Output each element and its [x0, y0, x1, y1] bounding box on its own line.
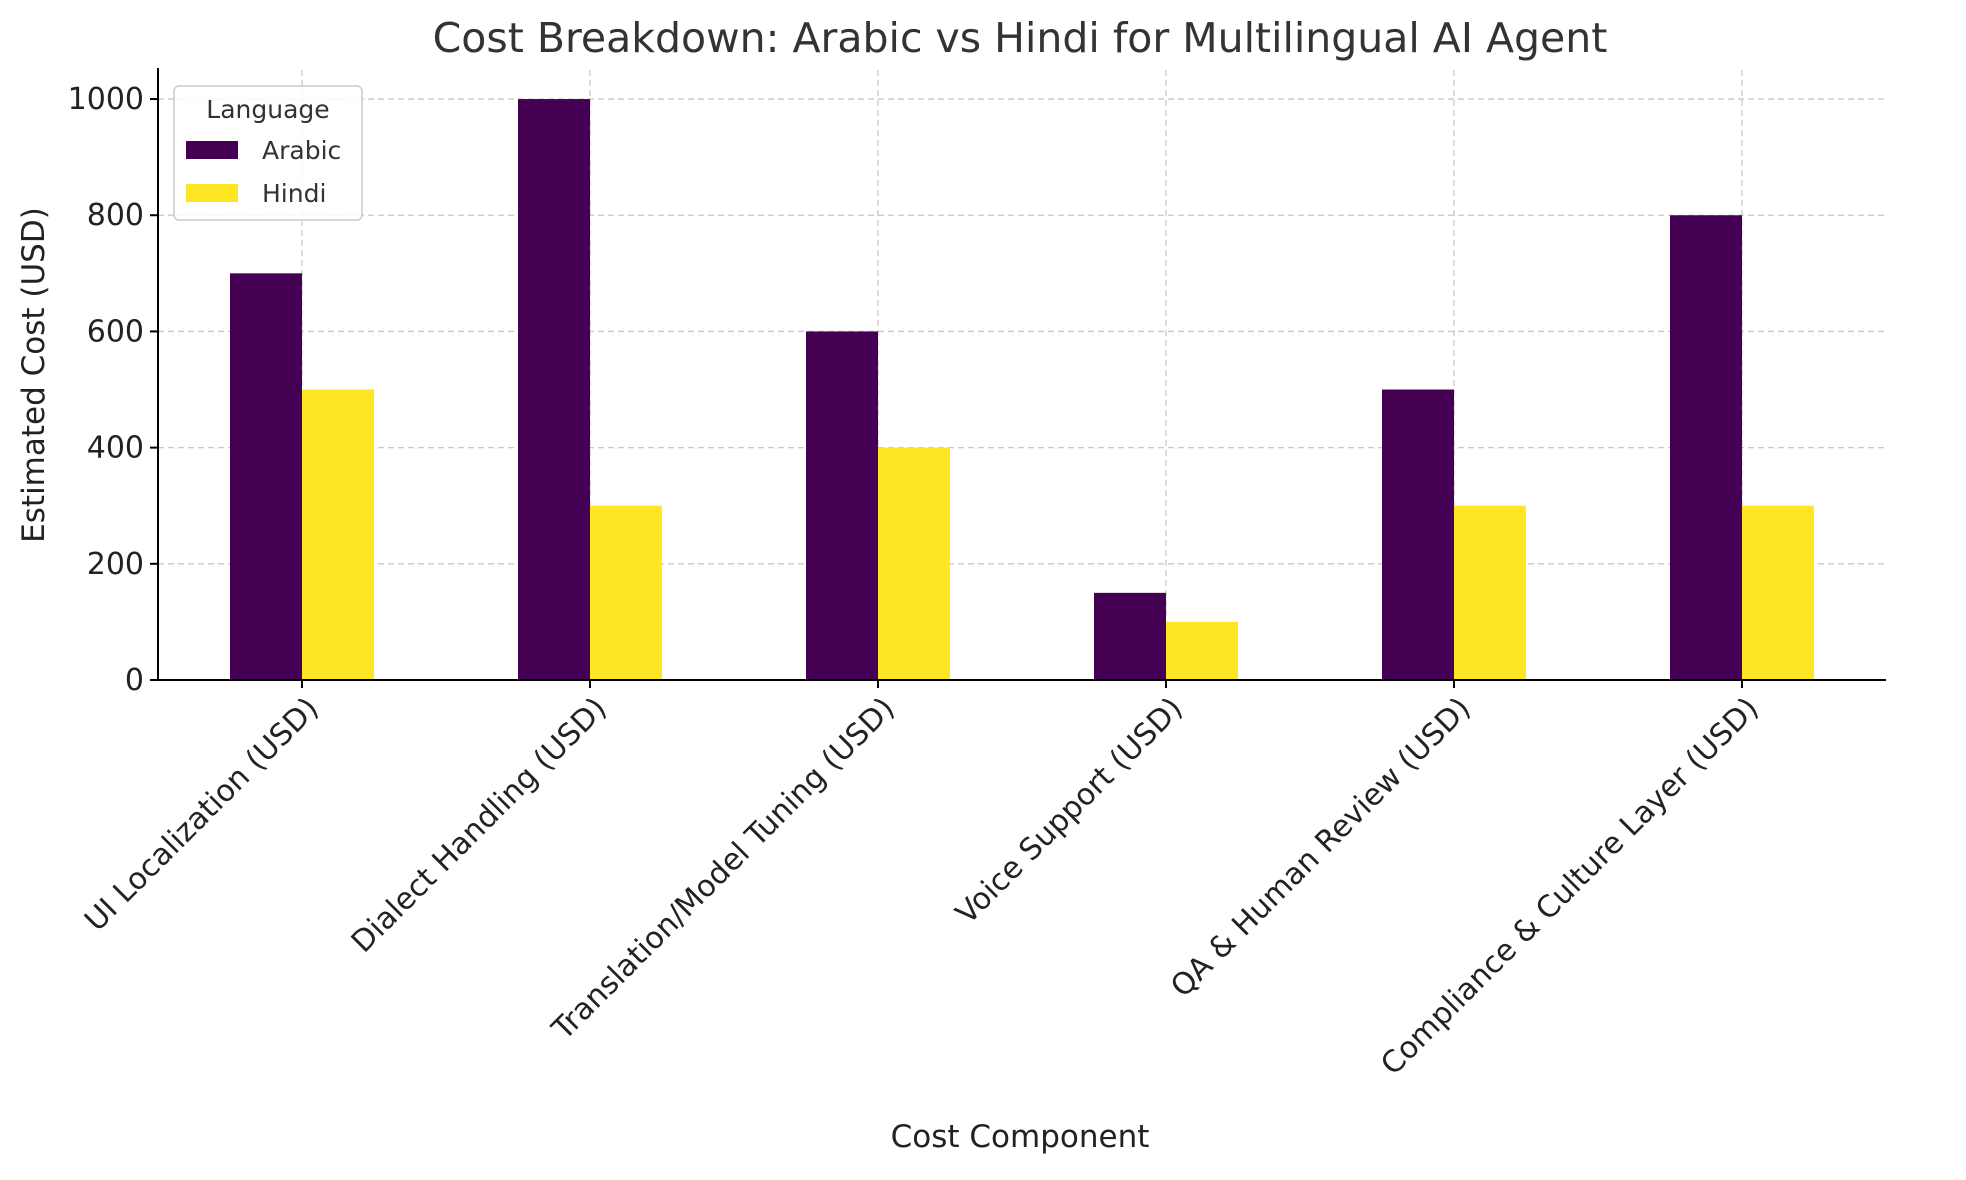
bar-hindi-4 [1454, 505, 1526, 680]
x-tick-label-4: QA & Human Review (USD) [1164, 691, 1478, 1005]
y-tick-label-800: 800 [87, 198, 144, 233]
bars-layer [230, 99, 1814, 681]
axes-layer [157, 68, 1886, 681]
bar-arabic-1 [518, 99, 590, 681]
legend-label-hindi: Hindi [262, 179, 326, 208]
grid-layer [158, 70, 1886, 680]
y-axis-label: Estimated Cost (USD) [16, 207, 52, 543]
legend-swatch-arabic [186, 141, 238, 159]
bar-arabic-4 [1382, 389, 1454, 680]
y-tick-label-0: 0 [125, 663, 144, 698]
bar-hindi-3 [1166, 621, 1238, 680]
bar-arabic-3 [1094, 592, 1166, 680]
bar-arabic-0 [230, 273, 302, 680]
x-tick-label-2: Translation/Model Tuning (USD) [545, 691, 902, 1048]
bar-hindi-1 [590, 505, 662, 680]
chart-title: Cost Breakdown: Arabic vs Hindi for Mult… [433, 14, 1608, 62]
legend: Language Arabic Hindi [173, 85, 363, 221]
bar-hindi-5 [1742, 505, 1814, 680]
legend-swatch-hindi [186, 184, 238, 202]
x-axis-label: Cost Component [891, 1119, 1150, 1155]
legend-title: Language [206, 95, 329, 124]
bar-hindi-0 [302, 389, 374, 680]
y-tick-label-1000: 1000 [68, 82, 144, 117]
x-tick-label-3: Voice Support (USD) [949, 691, 1189, 931]
y-tick-label-600: 600 [87, 314, 144, 349]
bar-hindi-2 [878, 447, 950, 680]
legend-label-arabic: Arabic [262, 136, 341, 165]
x-tick-label-0: UI Localization (USD) [78, 691, 326, 939]
bar-arabic-5 [1670, 215, 1742, 680]
y-tick-label-400: 400 [87, 431, 144, 466]
bar-arabic-2 [806, 331, 878, 680]
y-tick-label-200: 200 [87, 547, 144, 582]
x-tick-label-1: Dialect Handling (USD) [345, 691, 614, 960]
